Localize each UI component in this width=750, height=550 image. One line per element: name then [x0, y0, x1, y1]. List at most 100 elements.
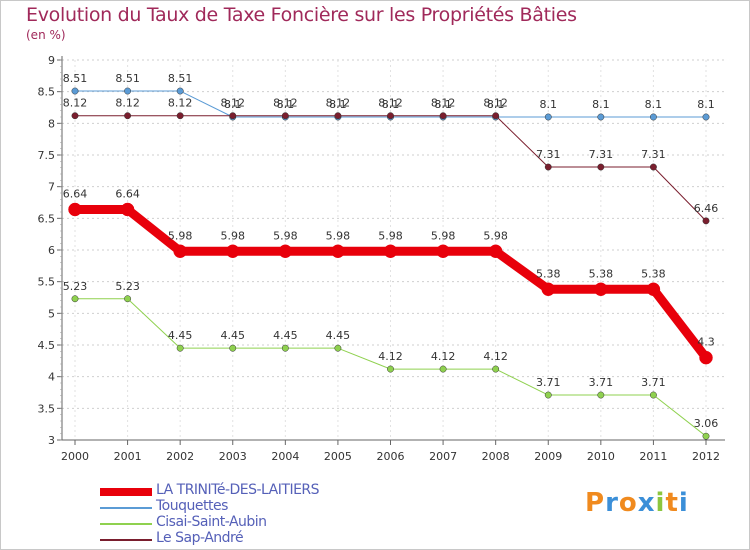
data-label: 8.12 — [63, 97, 88, 110]
data-point — [541, 282, 555, 297]
logo-letter: o — [618, 488, 638, 518]
data-label: 8.51 — [168, 72, 193, 85]
data-label: 5.98 — [221, 229, 246, 242]
legend-swatch — [100, 488, 152, 496]
data-point — [699, 350, 713, 365]
y-tick-label: 4 — [48, 371, 55, 384]
data-label: 8.1 — [382, 98, 400, 111]
data-point — [71, 87, 79, 95]
legend-label: Le Sap-André — [156, 530, 244, 546]
data-label: 8.1 — [224, 98, 242, 111]
y-tick-label: 8 — [48, 117, 55, 130]
data-label: 4.12 — [431, 350, 456, 363]
data-label: 8.1 — [697, 98, 715, 111]
data-point — [68, 202, 82, 217]
data-point — [71, 112, 79, 120]
data-label: 8.1 — [645, 98, 663, 111]
data-label: 3.06 — [694, 417, 719, 430]
data-label: 8.51 — [115, 72, 140, 85]
data-label: 3.71 — [536, 376, 561, 389]
data-point — [331, 244, 345, 259]
data-point — [597, 113, 605, 121]
logo-letter: i — [678, 488, 689, 518]
data-point — [702, 432, 710, 440]
data-label: 8.1 — [434, 98, 452, 111]
data-point — [544, 163, 552, 171]
data-label: 5.38 — [536, 267, 561, 280]
data-label: 4.45 — [326, 329, 351, 342]
data-point — [124, 112, 132, 120]
y-tick-label: 4.5 — [38, 339, 56, 352]
y-tick-label: 9 — [48, 54, 55, 67]
data-point — [176, 87, 184, 95]
x-tick-label: 2004 — [271, 450, 299, 463]
data-label: 6.46 — [694, 202, 719, 215]
data-point — [278, 244, 293, 259]
x-tick-label: 2009 — [534, 450, 562, 463]
y-tick-label: 3.5 — [38, 402, 56, 415]
x-tick-label: 2001 — [114, 450, 142, 463]
data-label: 5.98 — [431, 229, 456, 242]
y-tick-label: 5.5 — [38, 276, 56, 289]
legend-label: LA TRINITé-DES-LAITIERS — [156, 482, 320, 498]
x-tick-label: 2000 — [61, 450, 89, 463]
data-point — [439, 112, 447, 120]
data-point — [281, 344, 289, 352]
data-point — [71, 295, 79, 303]
data-point — [702, 113, 710, 121]
x-tick-label: 2011 — [639, 450, 667, 463]
x-tick-label: 2003 — [219, 450, 247, 463]
data-label: 5.38 — [641, 267, 666, 280]
x-tick-label: 2006 — [377, 450, 405, 463]
data-point — [176, 344, 184, 352]
data-point — [544, 391, 552, 399]
data-point — [597, 163, 605, 171]
data-point — [649, 391, 657, 399]
data-point — [439, 365, 447, 373]
data-label: 6.64 — [115, 187, 140, 200]
data-label: 4.45 — [273, 329, 298, 342]
data-label: 5.98 — [326, 229, 351, 242]
logo-letter: x — [637, 488, 656, 518]
data-label: 4.12 — [378, 350, 403, 363]
y-tick-label: 3 — [48, 434, 55, 447]
data-label: 8.12 — [326, 97, 351, 110]
data-label: 8.12 — [431, 97, 456, 110]
data-point — [544, 113, 552, 121]
legend-swatch — [100, 507, 152, 509]
x-tick-label: 2007 — [429, 450, 457, 463]
data-point — [176, 112, 184, 120]
chart-title: Evolution du Taux de Taxe Foncière sur l… — [26, 4, 577, 26]
data-label: 8.1 — [329, 98, 347, 111]
legend-label: Touquettes — [156, 498, 228, 514]
data-label: 7.31 — [536, 148, 561, 161]
data-label: 5.38 — [589, 267, 614, 280]
data-point — [492, 365, 500, 373]
line-chart: 3 3.5 4 4.5 5 5.5 6 6.5 7 7.5 8 8.5 9 2000 2001 2002 200… — [38, 54, 725, 463]
data-label: 8.12 — [221, 97, 246, 110]
data-label: 3.71 — [589, 376, 614, 389]
legend-swatch — [100, 523, 152, 525]
data-label: 3.71 — [641, 376, 666, 389]
data-label: 8.12 — [168, 97, 193, 110]
data-label: 4.3 — [697, 336, 715, 349]
data-point — [387, 365, 394, 373]
data-point — [334, 344, 342, 352]
data-point — [594, 282, 608, 297]
data-point — [226, 244, 240, 259]
y-tick-label: 7 — [48, 181, 55, 194]
data-label: 8.1 — [487, 98, 505, 111]
data-point — [702, 217, 710, 225]
data-point — [173, 244, 187, 259]
data-label: 8.12 — [115, 97, 140, 110]
data-label: 6.64 — [63, 187, 88, 200]
x-tick-label: 2002 — [166, 450, 194, 463]
data-point — [597, 391, 605, 399]
data-point — [124, 87, 132, 95]
y-tick-label: 8.5 — [38, 86, 56, 99]
data-point — [649, 113, 657, 121]
x-tick-label: 2012 — [692, 450, 720, 463]
data-point — [334, 112, 342, 120]
data-point — [488, 244, 503, 259]
data-label: 5.23 — [115, 280, 140, 293]
